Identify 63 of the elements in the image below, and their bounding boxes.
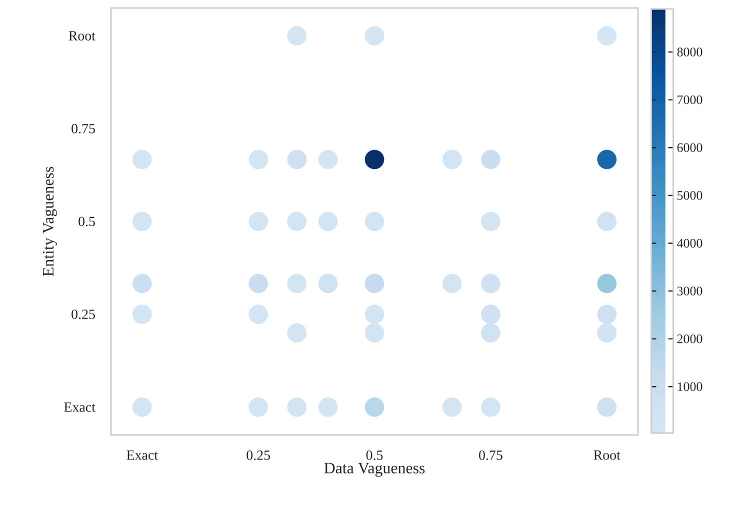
x-tick-label: 0.25: [246, 450, 270, 460]
x-tick-label: 0.5: [366, 450, 383, 460]
point: [132, 304, 152, 324]
point: [287, 323, 307, 343]
point: [364, 274, 384, 294]
point: [248, 397, 268, 417]
point: [597, 304, 617, 324]
point: [597, 274, 617, 294]
point: [132, 274, 152, 294]
color-bar-label: 4000: [677, 238, 702, 248]
point: [597, 397, 617, 417]
point: [364, 150, 384, 170]
point: [597, 150, 617, 170]
y-tick-label: 0.5: [78, 216, 95, 226]
point: [318, 274, 338, 294]
point: [480, 212, 500, 232]
point: [597, 323, 617, 343]
point: [442, 274, 462, 294]
point: [287, 274, 307, 294]
y-tick-label: 0.75: [72, 124, 95, 134]
point: [480, 323, 500, 343]
point: [287, 397, 307, 417]
color-bar-label: 1000: [678, 382, 702, 391]
y-tick-label: Root: [68, 31, 96, 40]
point: [480, 274, 500, 294]
point: [597, 26, 617, 46]
point: [132, 212, 152, 232]
point: [248, 274, 268, 294]
point: [364, 212, 384, 232]
point: [597, 212, 617, 232]
point: [287, 150, 307, 170]
point: [318, 150, 338, 170]
x-tick-label: 0.75: [479, 450, 502, 460]
color-bar-label: 7000: [678, 95, 702, 104]
point: [132, 397, 152, 417]
point: [318, 212, 338, 232]
x-tick-label: Root: [594, 450, 620, 460]
x-tick-label: Exact: [126, 450, 158, 460]
color-bar-label: 8000: [677, 48, 702, 56]
point: [248, 304, 268, 324]
point: [480, 150, 500, 170]
point: [248, 150, 268, 170]
point: [287, 212, 307, 232]
point: [442, 397, 462, 417]
color-bar-label: 6000: [677, 143, 702, 152]
color-bar-label: 5000: [678, 191, 702, 200]
point: [364, 26, 384, 46]
point: [364, 323, 384, 343]
x-axis-title: Data Vagueness: [324, 462, 425, 477]
point: [318, 397, 338, 417]
point: [364, 304, 384, 324]
y-tick-label: Exact: [64, 402, 96, 412]
point: [480, 304, 500, 324]
y-axis-title: Entity Vagueness: [42, 166, 57, 276]
point: [442, 150, 462, 170]
y-tick-label: 0.25: [72, 310, 95, 320]
point: [248, 212, 268, 232]
color-bar-label: 3000: [677, 286, 702, 296]
point: [132, 150, 152, 170]
color-bar-label: 2000: [677, 334, 702, 344]
point: [480, 397, 500, 417]
point: [364, 397, 384, 417]
point: [287, 26, 307, 46]
